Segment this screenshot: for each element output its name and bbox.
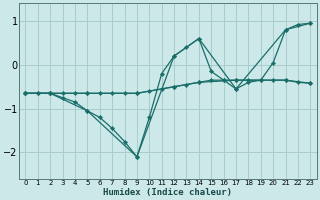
X-axis label: Humidex (Indice chaleur): Humidex (Indice chaleur) <box>103 188 232 197</box>
